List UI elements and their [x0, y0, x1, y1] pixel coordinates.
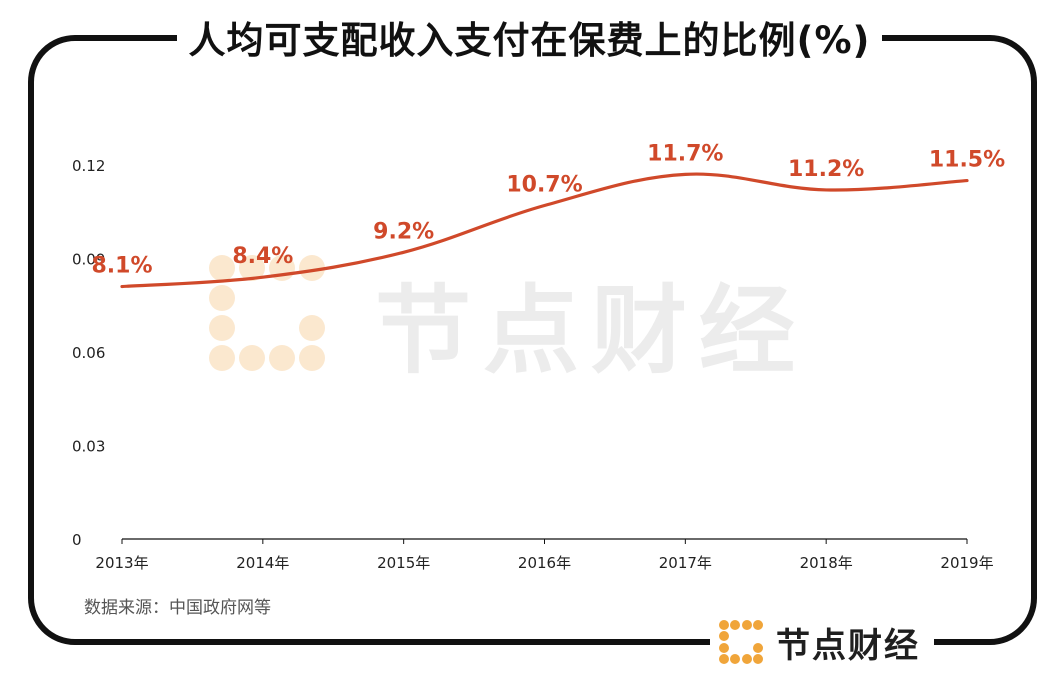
data-label: 10.7%	[506, 173, 582, 198]
x-tick-label: 2014年	[236, 554, 289, 572]
x-tick-label: 2019年	[940, 554, 993, 572]
chart-title-text: 人均可支配收入支付在保费上的比例(%)	[176, 19, 883, 62]
chart-title: 人均可支配收入支付在保费上的比例(%)	[0, 10, 1059, 64]
watermark-logo-icon	[209, 255, 325, 371]
x-tick-label: 2015年	[377, 554, 430, 572]
data-label: 8.4%	[232, 244, 293, 269]
x-tick-label: 2017年	[659, 554, 712, 572]
watermark: 节点财经	[209, 255, 807, 387]
x-tick-label: 2016年	[518, 554, 571, 572]
y-tick-label: 0.09	[72, 251, 105, 269]
brand-logo-icon	[719, 620, 763, 664]
data-label: 11.2%	[788, 157, 864, 182]
data-label: 8.1%	[91, 254, 152, 279]
data-label: 9.2%	[373, 219, 434, 244]
brand-logo: 节点财经	[710, 617, 934, 667]
x-tick-label: 2018年	[800, 554, 853, 572]
y-tick-label: 0.12	[72, 157, 105, 175]
y-tick-label: 0	[72, 531, 82, 549]
data-label: 11.5%	[929, 148, 1005, 173]
x-tick-label: 2013年	[95, 554, 148, 572]
brand-name: 节点财经	[776, 625, 920, 666]
series-line	[120, 172, 969, 289]
chart-series	[120, 172, 969, 289]
data-labels: 8.1% 8.4% 9.2% 10.7% 11.7% 11.2% 11.5%	[91, 141, 1005, 278]
data-label: 11.7%	[647, 141, 723, 166]
y-tick-label: 0.06	[72, 344, 105, 362]
y-tick-label: 0.03	[72, 438, 105, 456]
data-source-note: 数据来源：中国政府网等	[84, 598, 271, 618]
watermark-text: 节点财经	[375, 275, 807, 387]
chart-axes: 0 0.03 0.06 0.09 0.12 2013年 2014年 2015年 2016年 201…	[72, 157, 994, 572]
